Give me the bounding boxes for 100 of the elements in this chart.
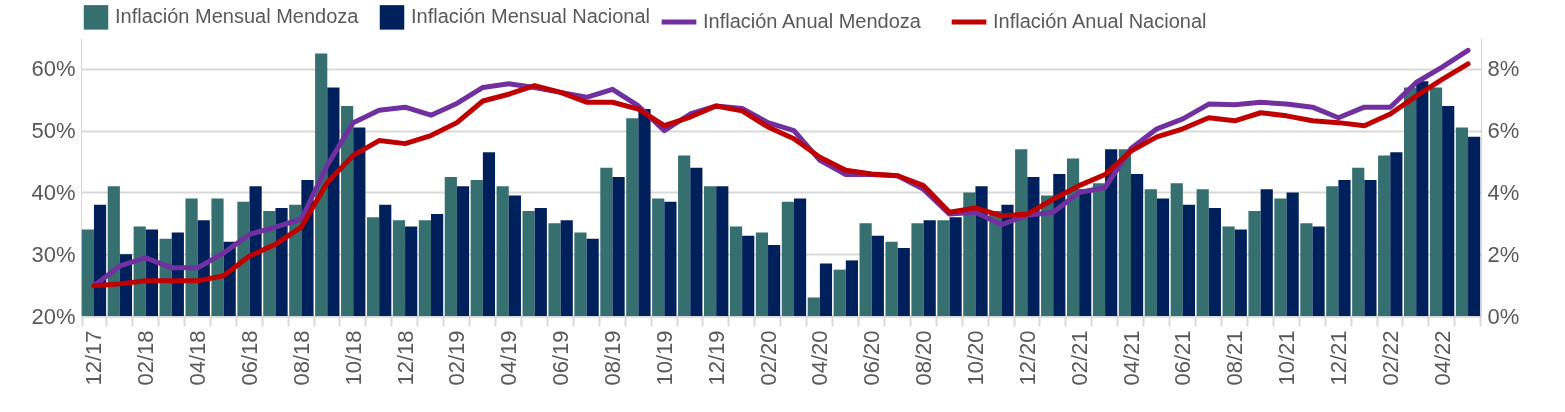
y-tick-label: 50% bbox=[31, 118, 76, 144]
bar bbox=[664, 201, 677, 316]
bar bbox=[871, 235, 884, 316]
bar bbox=[574, 232, 587, 316]
bar bbox=[1170, 183, 1183, 316]
bar bbox=[1455, 127, 1469, 316]
bar bbox=[1222, 226, 1235, 316]
bar bbox=[1144, 189, 1157, 316]
y2-tick-label: 2% bbox=[1487, 241, 1520, 267]
bar bbox=[534, 207, 547, 316]
bar bbox=[1390, 152, 1403, 316]
bar bbox=[1416, 81, 1429, 316]
x-tick-label: 02/22 bbox=[1377, 330, 1403, 386]
bar bbox=[405, 226, 418, 316]
bar bbox=[107, 186, 120, 316]
bar bbox=[1404, 87, 1417, 316]
bar bbox=[1208, 207, 1221, 316]
bar bbox=[431, 214, 444, 316]
bar bbox=[819, 263, 833, 316]
bar bbox=[793, 198, 807, 316]
bar bbox=[522, 210, 535, 316]
x-tick-label: 04/22 bbox=[1429, 330, 1455, 386]
bar bbox=[1182, 204, 1196, 316]
x-tick-label: 08/19 bbox=[599, 330, 625, 386]
x-tick-label: 04/18 bbox=[185, 330, 211, 386]
bar bbox=[768, 244, 781, 316]
bar bbox=[975, 186, 988, 316]
bar bbox=[366, 217, 380, 316]
bar bbox=[341, 105, 354, 316]
bar bbox=[1468, 136, 1481, 316]
x-tick-label: 08/18 bbox=[288, 330, 314, 386]
bar bbox=[327, 87, 340, 316]
bar bbox=[548, 223, 561, 316]
bar bbox=[1118, 149, 1131, 316]
x-tick-label: 06/21 bbox=[1170, 330, 1196, 386]
legend-label: Inflación Mensual Mendoza bbox=[115, 5, 360, 28]
bar bbox=[1053, 173, 1066, 316]
bar bbox=[690, 167, 703, 316]
x-tick-label: 12/21 bbox=[1325, 330, 1351, 386]
bar bbox=[353, 127, 366, 316]
bar bbox=[470, 180, 483, 316]
bar bbox=[81, 229, 94, 316]
bar bbox=[249, 186, 262, 316]
bar bbox=[729, 226, 743, 316]
bar bbox=[1131, 173, 1144, 316]
bar bbox=[482, 152, 496, 316]
bar bbox=[807, 297, 820, 316]
bar bbox=[652, 198, 665, 316]
x-tick-label: 12/19 bbox=[703, 330, 729, 386]
bar bbox=[911, 223, 924, 316]
bar bbox=[1015, 149, 1028, 316]
bar bbox=[1300, 223, 1313, 316]
x-tick-label: 12/18 bbox=[392, 330, 418, 386]
bar bbox=[963, 192, 976, 316]
bar bbox=[418, 220, 431, 316]
bar bbox=[1105, 149, 1118, 316]
bar bbox=[392, 220, 406, 316]
x-tick-label: 10/19 bbox=[651, 330, 677, 386]
y2-tick-label: 6% bbox=[1487, 118, 1520, 144]
x-tick-label: 10/21 bbox=[1274, 330, 1300, 386]
bar bbox=[859, 223, 872, 316]
x-tick-label: 04/19 bbox=[496, 330, 522, 386]
bar bbox=[1027, 177, 1040, 316]
bar bbox=[755, 232, 769, 316]
y2-tick-label: 4% bbox=[1487, 179, 1520, 205]
legend-label: Inflación Anual Mendoza bbox=[703, 10, 922, 32]
x-tick-label: 12/20 bbox=[1014, 330, 1040, 386]
bar bbox=[678, 155, 691, 316]
bar bbox=[1312, 226, 1325, 316]
x-tick-label: 08/20 bbox=[911, 330, 937, 386]
bar bbox=[742, 235, 755, 316]
bar bbox=[1260, 189, 1273, 316]
x-tick-label: 06/20 bbox=[859, 330, 885, 386]
y2-tick-label: 8% bbox=[1487, 56, 1520, 82]
x-tick-label: 06/19 bbox=[548, 330, 574, 386]
bar bbox=[937, 220, 950, 316]
bar bbox=[211, 198, 224, 316]
bar bbox=[923, 220, 936, 316]
x-tick-label: 04/21 bbox=[1118, 330, 1144, 386]
x-tick-label: 06/18 bbox=[237, 330, 263, 386]
bar bbox=[626, 118, 639, 316]
y-tick-label: 30% bbox=[31, 241, 76, 267]
bar bbox=[456, 186, 470, 316]
bar bbox=[93, 204, 107, 316]
x-tick-label: 02/18 bbox=[133, 330, 159, 386]
bar bbox=[1274, 198, 1287, 316]
bar bbox=[1092, 183, 1106, 316]
bar bbox=[1352, 167, 1365, 316]
bar bbox=[1248, 210, 1261, 316]
bar bbox=[897, 248, 910, 316]
bar bbox=[1079, 189, 1092, 316]
bar bbox=[716, 186, 729, 316]
y-tick-label: 20% bbox=[31, 303, 76, 329]
bar bbox=[1364, 180, 1377, 316]
bar bbox=[1234, 229, 1247, 316]
bar bbox=[1286, 192, 1299, 316]
bar bbox=[600, 167, 613, 316]
bar bbox=[315, 53, 328, 316]
x-tick-label: 10/20 bbox=[962, 330, 988, 386]
x-tick-label: 02/19 bbox=[444, 330, 470, 386]
